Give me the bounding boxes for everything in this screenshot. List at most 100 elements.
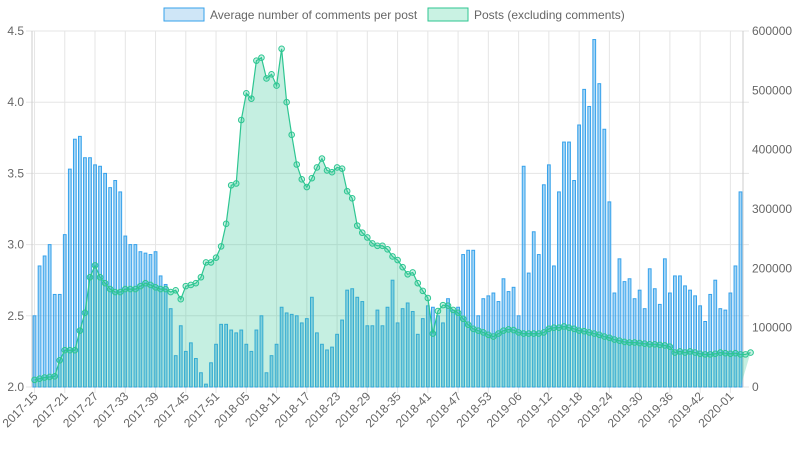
bar-comments xyxy=(42,255,47,388)
point-posts xyxy=(701,351,709,358)
right-tick-label: 500000 xyxy=(752,83,792,97)
point-posts xyxy=(696,350,704,358)
point-posts xyxy=(394,256,401,264)
point-posts xyxy=(520,330,527,337)
point-posts xyxy=(631,339,638,346)
bar-comments xyxy=(425,305,430,388)
bar-comments xyxy=(662,258,667,388)
point-posts xyxy=(666,343,674,350)
legend-item-comments[interactable]: Average number of comments per post xyxy=(163,7,418,22)
point-posts xyxy=(207,259,215,266)
point-posts xyxy=(364,234,371,241)
bar-comments xyxy=(133,244,138,388)
point-posts xyxy=(530,330,538,337)
right-tick-label: 200000 xyxy=(752,261,792,275)
point-posts xyxy=(162,285,169,293)
point-posts xyxy=(636,339,643,347)
bar-comments xyxy=(259,315,264,388)
bar-comments xyxy=(647,268,652,388)
right-tick-label: 100000 xyxy=(752,321,792,335)
bar-comments xyxy=(617,258,622,388)
bar-comments xyxy=(597,83,602,388)
bar-comments xyxy=(572,180,576,388)
right-tick-label: 400000 xyxy=(752,143,792,157)
point-posts xyxy=(248,95,255,102)
right-axis: 0 100000 200000 300000 400000 500000 600000 xyxy=(752,24,792,394)
bar-comments xyxy=(244,343,249,388)
bar-comments xyxy=(536,254,541,388)
bar-comments xyxy=(627,278,632,388)
bar-comments xyxy=(309,296,314,388)
point-posts xyxy=(722,349,729,357)
bar-comments xyxy=(299,322,304,388)
point-posts xyxy=(626,339,633,346)
bar-comments xyxy=(380,325,385,388)
line-series xyxy=(31,45,754,388)
bar-comments xyxy=(441,322,445,388)
bar-comments xyxy=(415,333,420,388)
point-posts xyxy=(273,82,280,89)
point-posts xyxy=(66,346,74,354)
point-posts xyxy=(46,373,53,381)
bar-comments xyxy=(622,281,627,388)
bar-comments xyxy=(657,303,662,388)
bar-comments xyxy=(471,249,476,388)
bar-comments xyxy=(723,309,728,388)
bar-comments xyxy=(395,322,400,388)
point-posts xyxy=(51,373,58,380)
point-posts xyxy=(389,253,396,260)
line-posts xyxy=(34,48,751,381)
bar-comments xyxy=(279,306,284,388)
point-posts xyxy=(288,131,295,139)
point-posts xyxy=(217,243,225,250)
legend: Average number of comments per post Post… xyxy=(163,7,625,22)
point-posts xyxy=(656,341,664,349)
point-posts xyxy=(258,54,265,62)
bar-comments xyxy=(47,244,52,388)
bar-comments xyxy=(78,135,82,388)
bar-comments xyxy=(224,323,229,388)
bar-comments xyxy=(37,265,42,388)
point-posts xyxy=(263,75,270,82)
bar-comments xyxy=(209,362,213,388)
point-posts xyxy=(101,279,109,287)
bar-comments xyxy=(733,265,738,388)
bar-comments xyxy=(728,292,733,388)
bar-comments xyxy=(340,319,345,388)
bar-comments xyxy=(587,105,592,388)
point-posts xyxy=(338,165,346,172)
point-posts xyxy=(449,306,457,314)
point-posts xyxy=(641,340,648,347)
bar-comments xyxy=(506,291,511,388)
bar-comments xyxy=(168,308,173,388)
bar-comments xyxy=(673,275,677,388)
point-posts xyxy=(298,176,306,183)
point-posts xyxy=(293,161,301,168)
point-posts xyxy=(505,326,512,333)
legend-item-posts[interactable]: Posts (excluding comments) xyxy=(427,7,625,22)
bar-comments xyxy=(355,296,360,388)
bar-comments xyxy=(567,141,571,388)
point-posts xyxy=(106,285,114,293)
bar-comments xyxy=(234,332,239,388)
bar-comments xyxy=(698,305,703,388)
point-posts xyxy=(343,187,351,195)
bar-comments xyxy=(269,355,274,388)
bar-comments xyxy=(602,128,607,388)
bar-comments xyxy=(652,288,657,388)
left-tick-label: 3.5 xyxy=(7,166,24,180)
bar-comments xyxy=(325,349,329,388)
bar-comments xyxy=(249,350,254,388)
point-posts xyxy=(358,229,366,237)
point-posts xyxy=(414,279,422,287)
bar-comments xyxy=(521,165,526,388)
right-tick-label: 600000 xyxy=(752,24,792,38)
bar-comments xyxy=(214,343,218,388)
bar-comments xyxy=(400,308,405,388)
legend-label-posts: Posts (excluding comments) xyxy=(474,8,625,22)
point-posts xyxy=(490,333,497,340)
point-posts xyxy=(111,288,119,296)
point-posts xyxy=(434,307,442,315)
point-posts xyxy=(399,263,406,271)
